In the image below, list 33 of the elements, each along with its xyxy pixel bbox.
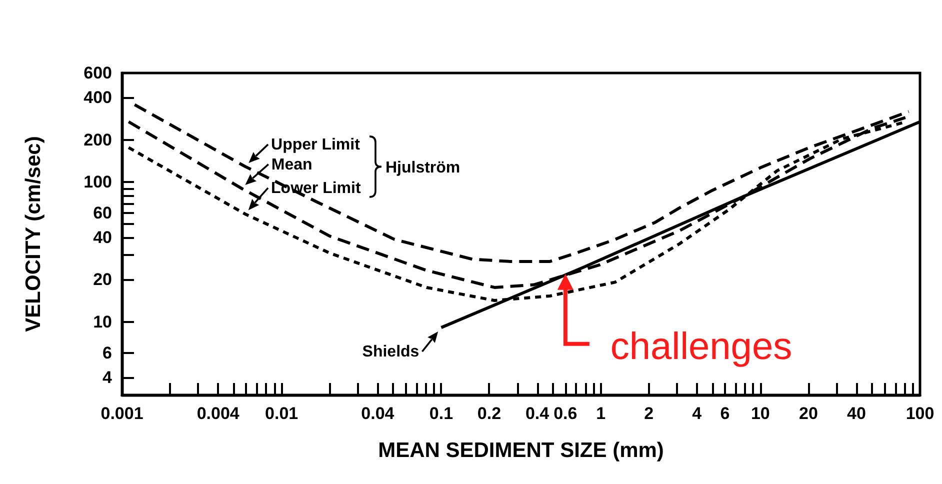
y-tick-label: 200	[84, 130, 112, 150]
y-tick-label: 6	[102, 343, 112, 362]
y-tick-label: 60	[93, 203, 112, 222]
legend-label: Upper Limit	[271, 136, 361, 154]
x-tick-label: 100	[906, 404, 934, 423]
x-tick-label: 1	[596, 404, 606, 423]
y-tick-label: 40	[93, 228, 112, 248]
y-axis-title: VELOCITY (cm/sec)	[22, 136, 45, 332]
x-axis-title: MEAN SEDIMENT SIZE (mm)	[378, 439, 664, 462]
y-tick-label: 20	[93, 270, 112, 290]
x-tick-label: 0.2	[477, 404, 502, 423]
x-tick-label: 0.6	[554, 404, 578, 423]
y-tick-label: 10	[93, 312, 112, 332]
annotation: Hjulström	[385, 160, 460, 177]
x-tick-label: 0.04	[361, 404, 395, 423]
y-tick-label: 4	[102, 368, 113, 388]
series-label: Shields	[362, 344, 420, 361]
annotation: challenges	[610, 326, 792, 368]
y-tick-label: 600	[84, 64, 112, 82]
x-tick-label: 10	[750, 404, 770, 423]
x-tick-label: 0.4	[525, 404, 550, 423]
x-tick-label: 0.001	[100, 404, 144, 423]
x-tick-label: 4	[692, 404, 702, 423]
x-tick-label: 40	[847, 404, 866, 423]
y-tick-label: 400	[84, 88, 112, 108]
x-tick-label: 0.01	[265, 404, 298, 423]
x-tick-label: 0.1	[429, 404, 454, 423]
y-tick-label: 100	[84, 172, 112, 192]
legend-label: Mean	[271, 156, 312, 174]
x-tick-label: 6	[720, 404, 730, 423]
x-tick-label: 0.004	[196, 404, 240, 423]
x-tick-label: 2	[644, 404, 654, 423]
x-tick-label: 20	[798, 404, 818, 423]
